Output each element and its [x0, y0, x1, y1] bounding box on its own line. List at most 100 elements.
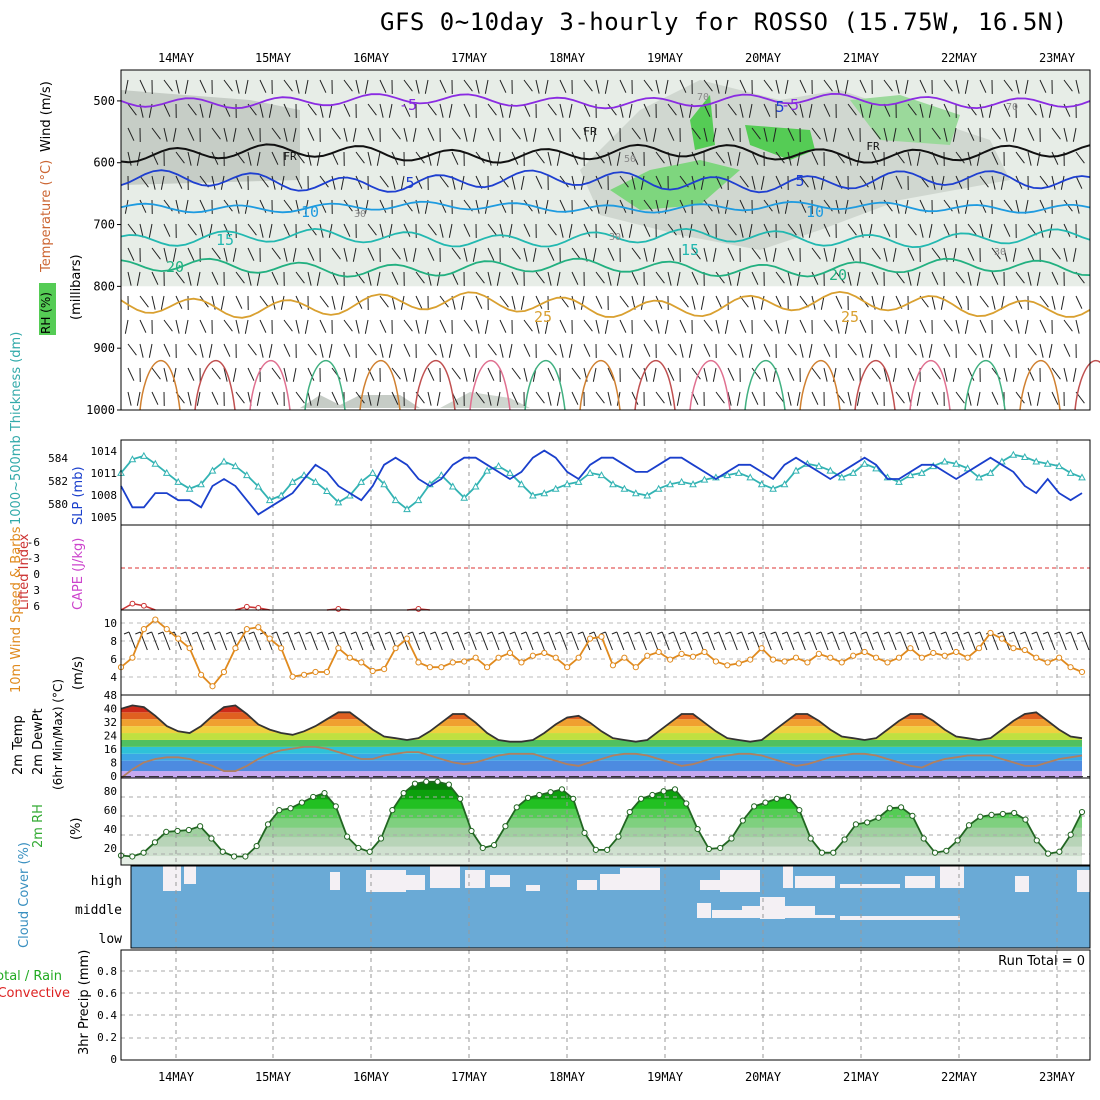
rh2m-line-point: [366, 848, 373, 855]
surface-wind-barb-flag: [146, 631, 152, 635]
wind-barb: [403, 319, 413, 332]
wind-barb: [343, 247, 348, 262]
wind-barb: [259, 319, 267, 333]
y-tick-label-precip: 0.4: [97, 1009, 117, 1022]
wind-barb: [1072, 127, 1077, 142]
wind-speed-line-point: [426, 664, 433, 671]
cloud-gap: [366, 870, 406, 892]
wind-barb: [484, 319, 489, 334]
wind-speed-line-point: [792, 654, 800, 661]
warm-contour: [524, 359, 566, 411]
rh2m-line-point: [615, 833, 622, 840]
wind-barb: [208, 103, 213, 118]
wind-barb: [511, 295, 516, 310]
cloud-gap: [760, 897, 785, 919]
isotherm-line: [120, 290, 1091, 319]
wind-barb: [991, 271, 999, 285]
wind-barb: [604, 319, 609, 334]
wind-barb: [955, 319, 960, 334]
wind-barb: [340, 295, 345, 310]
wind-barb: [844, 199, 849, 214]
wind-barb: [919, 103, 924, 118]
temp-band: [121, 705, 1082, 713]
wind-barb: [919, 343, 924, 358]
wind-barb: [580, 175, 585, 190]
axis-label-precip-total: Total / Rain: [0, 969, 62, 984]
wind-barb: [583, 103, 591, 117]
wind-barb: [364, 319, 369, 334]
rh2m-line-point: [536, 791, 543, 799]
wind-barb: [1051, 271, 1059, 285]
wind-barb: [292, 127, 297, 142]
warm-contour: [1074, 359, 1100, 411]
wind-barb: [643, 103, 651, 117]
rh2m-line-point: [818, 849, 826, 856]
rh-shade-green: [850, 95, 960, 145]
wind-barb: [643, 199, 653, 212]
wind-speed-line-point: [724, 662, 731, 669]
surface-wind-barb: [1013, 631, 1022, 651]
wind-barb: [475, 319, 480, 334]
surface-wind-barb-flag: [1065, 631, 1071, 635]
rh2m-line-point: [683, 800, 690, 807]
wind-barb: [451, 247, 461, 260]
wind-barb: [679, 343, 684, 358]
wind-speed-line-point: [129, 654, 136, 661]
surface-wind-barb-flag: [475, 631, 481, 635]
rh2m-line-point: [197, 823, 204, 830]
wind-barb: [763, 79, 773, 92]
wind-barb: [388, 343, 393, 358]
wind-barb: [331, 247, 341, 260]
wind-barb: [715, 319, 720, 334]
wind-barb: [724, 79, 729, 94]
wind-barb: [295, 391, 305, 404]
wind-barb: [1015, 199, 1020, 214]
wind-barb: [319, 103, 324, 118]
surface-wind-barb: [922, 631, 931, 651]
wind-barb: [367, 391, 372, 406]
surface-wind-barb-flag: [849, 631, 856, 635]
surface-wind-barb: [843, 631, 852, 651]
wind-barb: [724, 319, 729, 334]
wind-barb: [871, 151, 879, 165]
rh2m-line-point: [389, 807, 396, 814]
wind-barb: [991, 295, 996, 310]
y-tick-label-li: 6: [33, 600, 40, 613]
wind-speed-line-point: [529, 652, 536, 659]
wind-barb: [607, 271, 612, 286]
wind-barb: [811, 151, 819, 165]
wind-barb: [727, 247, 735, 261]
wind-barb: [844, 319, 849, 334]
thickness-line-point: [288, 477, 297, 485]
wind-speed-line-point: [266, 635, 273, 642]
surface-wind-barb: [582, 631, 591, 651]
wind-barb: [343, 103, 351, 117]
wind-barb: [799, 79, 807, 93]
rh2m-line-point: [864, 819, 871, 826]
wind-barb: [712, 367, 717, 382]
wind-barb: [499, 79, 507, 93]
isotherm-label: 5: [775, 98, 784, 116]
wind-barb: [628, 223, 633, 238]
surface-wind-barb: [219, 631, 228, 651]
wind-barb: [868, 103, 873, 118]
thickness-line-point: [185, 484, 194, 492]
cloud-gap: [577, 880, 597, 890]
wind-barb: [331, 127, 341, 140]
rh2m-line-point: [163, 828, 170, 836]
surface-wind-barb: [820, 631, 829, 651]
wind-barb: [403, 343, 411, 357]
wind-barb: [640, 295, 645, 310]
wind-barb: [283, 79, 293, 92]
wind-barb: [232, 247, 237, 262]
wind-barb: [235, 271, 245, 284]
wind-speed-line: [120, 618, 1083, 688]
wind-speed-line-point: [655, 648, 662, 656]
wind-barb: [1039, 295, 1049, 308]
wind-barb: [499, 343, 504, 358]
wind-barb: [139, 175, 149, 188]
wind-barb: [271, 247, 281, 260]
wind-barb: [871, 175, 876, 190]
rh2m-line-point: [1067, 831, 1074, 838]
wind-barb: [583, 223, 591, 237]
